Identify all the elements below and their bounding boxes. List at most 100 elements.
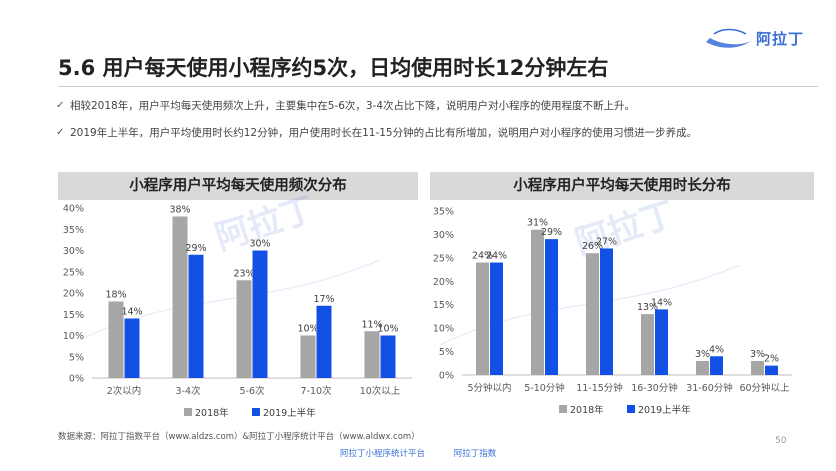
bar-2019h1 bbox=[710, 356, 723, 375]
y-tick-label: 20% bbox=[63, 289, 84, 300]
y-tick-label: 35% bbox=[433, 207, 454, 218]
bar-2018 bbox=[641, 314, 654, 375]
x-tick-label: 60分钟以上 bbox=[739, 382, 790, 394]
y-tick-label: 15% bbox=[433, 300, 454, 311]
x-tick-label: 16-30分钟 bbox=[631, 382, 678, 394]
bullet-text: 相较2018年，用户平均每天使用频次上升，主要集中在5-6次，3-4次占比下降，… bbox=[70, 100, 636, 112]
y-tick-label: 0% bbox=[69, 374, 84, 385]
bar-2019h1 bbox=[545, 239, 558, 375]
x-tick-label: 31-60分钟 bbox=[686, 382, 733, 394]
data-label: 29% bbox=[185, 243, 206, 254]
bar-2019h1 bbox=[655, 309, 668, 375]
bar-2018 bbox=[696, 360, 709, 375]
y-tick-label: 30% bbox=[63, 246, 84, 257]
bar-2018 bbox=[172, 216, 188, 378]
data-label: 3% bbox=[750, 349, 765, 360]
y-tick-label: 10% bbox=[433, 324, 454, 335]
data-label: 14% bbox=[651, 297, 672, 308]
data-label: 24% bbox=[472, 251, 493, 262]
legend-label: 2018年 bbox=[195, 407, 229, 419]
title-divider bbox=[58, 86, 818, 87]
watermark-text: 阿拉丁 bbox=[570, 194, 679, 264]
footer-logo-index: 阿拉丁指数 bbox=[453, 449, 497, 459]
bar-2019h1 bbox=[188, 254, 204, 378]
bar-2019h1 bbox=[316, 305, 332, 378]
bar-2018 bbox=[300, 335, 316, 378]
legend-swatch bbox=[252, 408, 260, 416]
data-label: 3% bbox=[695, 349, 710, 360]
bar-2019h1 bbox=[490, 262, 503, 375]
x-tick-label: 10次以上 bbox=[360, 385, 401, 397]
chart-title-duration: 小程序用户平均每天使用时长分布 bbox=[430, 172, 814, 200]
x-tick-label: 3-4次 bbox=[175, 385, 201, 397]
x-tick-label: 5-6次 bbox=[239, 385, 265, 397]
legend-swatch bbox=[184, 408, 192, 416]
y-tick-label: 10% bbox=[63, 331, 84, 342]
data-label: 13% bbox=[637, 302, 658, 313]
legend-label: 2018年 bbox=[570, 404, 604, 416]
bar-2018 bbox=[476, 262, 489, 375]
check-icon: ✓ bbox=[56, 127, 65, 138]
legend-label: 2019上半年 bbox=[638, 404, 691, 416]
data-label: 4% bbox=[709, 344, 724, 355]
x-tick-label: 11-15分钟 bbox=[576, 382, 623, 394]
brand-logo-text: 阿拉丁 bbox=[756, 30, 805, 48]
brand-logo-icon bbox=[706, 28, 752, 48]
data-label: 2% bbox=[764, 354, 779, 365]
y-tick-label: 35% bbox=[63, 225, 84, 236]
y-tick-label: 0% bbox=[439, 371, 454, 382]
bar-2018 bbox=[108, 301, 124, 378]
x-tick-label: 7-10次 bbox=[300, 385, 332, 397]
data-label: 18% bbox=[105, 290, 126, 301]
bar-2018 bbox=[531, 229, 544, 375]
bar-2019h1 bbox=[252, 250, 268, 378]
chart-title-frequency: 小程序用户平均每天使用频次分布 bbox=[58, 172, 418, 200]
page-title: 5.6 用户每天使用小程序约5次，日均使用时长12分钟左右 bbox=[58, 56, 609, 80]
y-tick-label: 5% bbox=[439, 347, 454, 358]
bar-2018 bbox=[236, 280, 252, 378]
data-label: 26% bbox=[582, 241, 603, 252]
bar-2018 bbox=[751, 360, 764, 375]
y-tick-label: 25% bbox=[433, 253, 454, 264]
footer-logo-stats: 阿拉丁小程序统计平台 bbox=[340, 449, 426, 459]
data-label: 10% bbox=[297, 324, 318, 335]
bar-2018 bbox=[364, 331, 380, 378]
x-tick-label: 5-10分钟 bbox=[524, 382, 565, 394]
data-source-note: 数据来源：阿拉丁指数平台（www.aldzs.com）&阿拉丁小程序统计平台（w… bbox=[58, 432, 420, 442]
data-label: 17% bbox=[313, 294, 334, 305]
y-tick-label: 30% bbox=[433, 230, 454, 241]
bar-2019h1 bbox=[380, 335, 396, 378]
bar-2019h1 bbox=[600, 248, 613, 375]
legend-swatch bbox=[559, 405, 567, 413]
data-label: 38% bbox=[169, 205, 190, 216]
data-label: 31% bbox=[527, 218, 548, 229]
data-label: 29% bbox=[541, 227, 562, 238]
x-tick-label: 2次以内 bbox=[107, 385, 142, 397]
page-number: 50 bbox=[775, 436, 787, 446]
x-tick-label: 5分钟以内 bbox=[467, 382, 511, 394]
y-tick-label: 25% bbox=[63, 267, 84, 278]
legend-label: 2019上半年 bbox=[263, 407, 316, 419]
footer-logos: 阿拉丁小程序统计平台 阿拉丁指数 bbox=[340, 447, 522, 459]
y-tick-label: 5% bbox=[69, 352, 84, 363]
bullet-item: ✓ 2019年上半年，用户平均使用时长约12分钟，用户使用时长在11-15分钟的… bbox=[56, 124, 770, 142]
data-label: 10% bbox=[377, 324, 398, 335]
bar-2019h1 bbox=[124, 318, 140, 378]
bar-2019h1 bbox=[765, 365, 778, 375]
bar-2018 bbox=[586, 253, 599, 375]
check-icon: ✓ bbox=[56, 100, 65, 111]
data-label: 14% bbox=[121, 307, 142, 318]
data-label: 30% bbox=[249, 239, 270, 250]
bullet-text: 2019年上半年，用户平均使用时长约12分钟，用户使用时长在11-15分钟的占比… bbox=[70, 127, 698, 139]
y-tick-label: 15% bbox=[63, 310, 84, 321]
bullet-item: ✓ 相较2018年，用户平均每天使用频次上升，主要集中在5-6次，3-4次占比下… bbox=[56, 97, 790, 115]
legend-swatch bbox=[627, 405, 635, 413]
data-label: 23% bbox=[233, 268, 254, 279]
y-tick-label: 20% bbox=[433, 277, 454, 288]
data-label: 27% bbox=[596, 236, 617, 247]
y-tick-label: 40% bbox=[63, 204, 84, 215]
data-label: 11% bbox=[361, 319, 382, 330]
data-label: 24% bbox=[486, 251, 507, 262]
